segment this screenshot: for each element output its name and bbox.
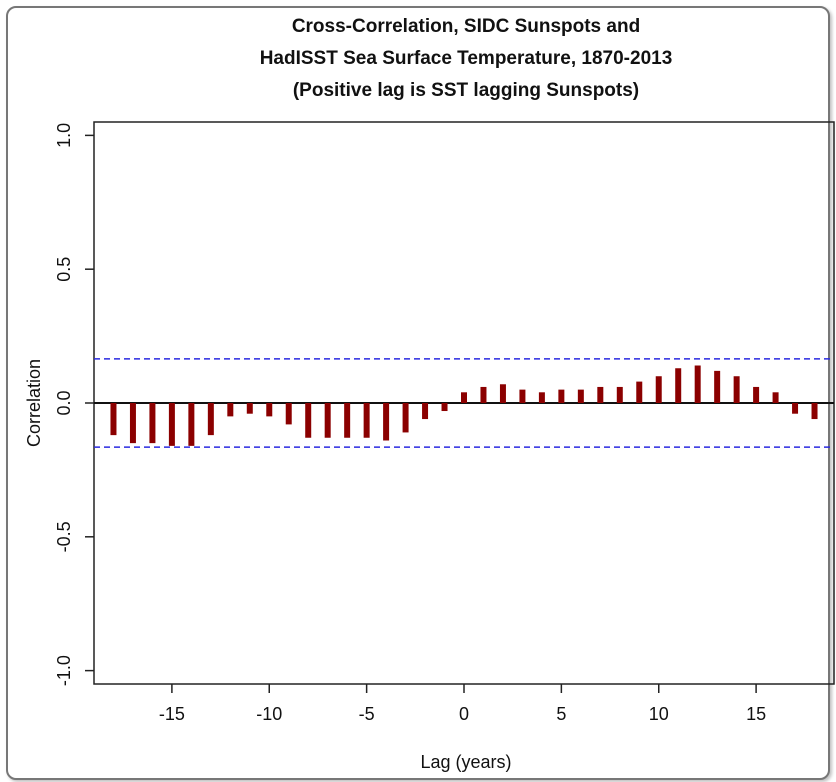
chart-title: Cross-Correlation, SIDC Sunspots and Had… bbox=[260, 16, 673, 101]
x-tick-label: 5 bbox=[556, 704, 566, 724]
x-axis-label: Lag (years) bbox=[420, 752, 511, 772]
chart-frame bbox=[6, 6, 830, 780]
x-tick-label: -5 bbox=[359, 704, 375, 724]
y-tick-label: 0.5 bbox=[54, 257, 74, 282]
title-line-3: (Positive lag is SST lagging Sunspots) bbox=[293, 80, 639, 101]
x-tick-label: 0 bbox=[459, 704, 469, 724]
axis-ticks: -15 -10 -5 0 5 10 15 -1.0 -0.5 0.0 0.5 1.0 bbox=[54, 123, 766, 724]
x-tick-label: -10 bbox=[256, 704, 282, 724]
y-axis-label: Correlation bbox=[24, 359, 44, 447]
x-tick-label: 15 bbox=[746, 704, 766, 724]
title-line-1: Cross-Correlation, SIDC Sunspots and bbox=[292, 16, 640, 37]
y-tick-label: 0.0 bbox=[54, 390, 74, 415]
correlation-bars bbox=[110, 365, 818, 446]
title-line-2: HadISST Sea Surface Temperature, 1870-20… bbox=[260, 48, 673, 69]
y-tick-label: -0.5 bbox=[54, 521, 74, 552]
y-tick-label: -1.0 bbox=[54, 655, 74, 686]
x-tick-label: 10 bbox=[649, 704, 669, 724]
x-tick-label: -15 bbox=[159, 704, 185, 724]
y-tick-label: 1.0 bbox=[54, 123, 74, 148]
